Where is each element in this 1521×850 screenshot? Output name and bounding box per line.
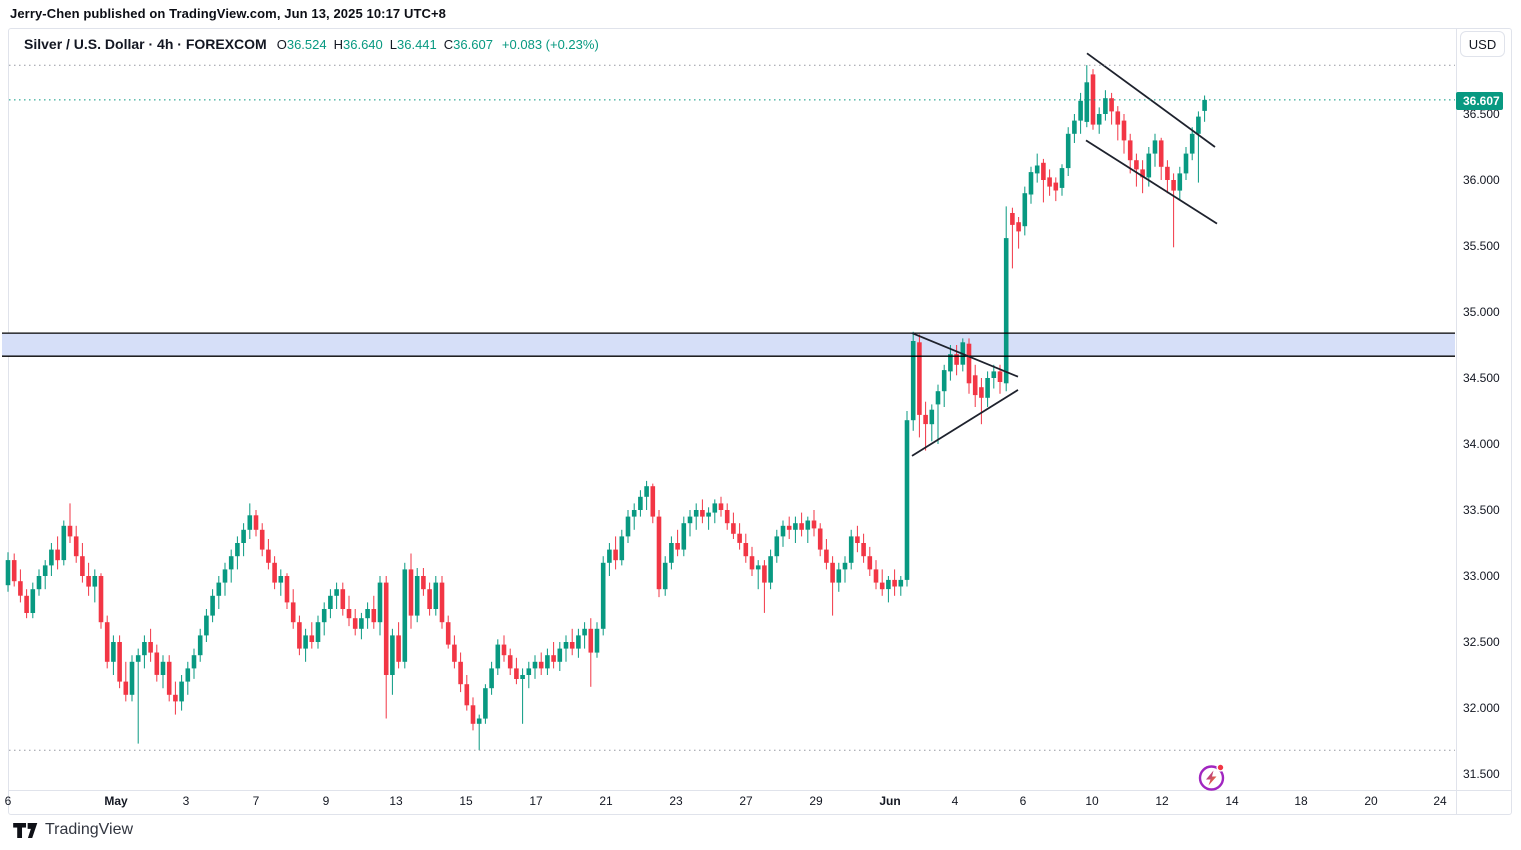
tradingview-logo[interactable]: TradingView: [13, 821, 133, 839]
ohlc-readout: O36.524 H36.640 L36.441 C36.607: [277, 37, 500, 52]
time-tick-12: 12: [1155, 794, 1169, 808]
lightning-marker-icon[interactable]: [1195, 761, 1229, 794]
time-tick-14: 14: [1225, 794, 1239, 808]
high-value: 36.640: [343, 37, 383, 52]
tradingview-logo-icon: [13, 822, 38, 838]
time-tick-18: 18: [1294, 794, 1308, 808]
price-tick-33.000: 33.000: [1463, 569, 1500, 583]
symbol-title: Silver / U.S. Dollar · 4h · FOREXCOM: [24, 36, 267, 52]
time-tick-9: 9: [322, 794, 330, 808]
time-tick-10: 10: [1085, 794, 1099, 808]
price-tick-35.500: 35.500: [1463, 239, 1500, 253]
trendline-channel-upper[interactable]: [1086, 52, 1216, 148]
price-tick-35.000: 35.000: [1463, 305, 1500, 319]
time-tick-Jun: Jun: [879, 794, 901, 808]
close-label: C: [443, 37, 454, 52]
time-tick-27: 27: [739, 794, 753, 808]
time-tick-7: 7: [252, 794, 260, 808]
high-label: H: [333, 37, 343, 52]
time-tick-6: 6: [1019, 794, 1027, 808]
low-value: 36.441: [397, 37, 437, 52]
trendline-pennant-upper[interactable]: [911, 332, 1019, 378]
trendline-channel-lower[interactable]: [1085, 139, 1218, 225]
supply-zone[interactable]: [2, 333, 1455, 357]
time-tick-23: 23: [669, 794, 683, 808]
tradingview-logo-text: TradingView: [45, 821, 134, 838]
chart-frame: [8, 28, 1512, 815]
trendline-pennant-lower[interactable]: [911, 389, 1019, 457]
time-tick-20: 20: [1364, 794, 1378, 808]
price-tick-36.500: 36.500: [1463, 107, 1500, 121]
change-readout: +0.083 (+0.23%): [501, 37, 599, 52]
price-tick-36.000: 36.000: [1463, 173, 1500, 187]
time-tick-13: 13: [389, 794, 403, 808]
current-price-badge: 36.607: [1456, 92, 1503, 110]
low-label: L: [389, 37, 397, 52]
price-tick-33.500: 33.500: [1463, 503, 1500, 517]
price-tick-34.500: 34.500: [1463, 371, 1500, 385]
time-tick-24: 24: [1433, 794, 1447, 808]
time-tick-3: 3: [182, 794, 190, 808]
price-axis-separator: [1456, 29, 1457, 815]
close-value: 36.607: [453, 37, 493, 52]
publisher-line: Jerry-Chen published on TradingView.com,…: [10, 6, 447, 21]
open-value: 36.524: [286, 37, 327, 52]
time-tick-4: 4: [951, 794, 959, 808]
time-tick-6: 6: [4, 794, 12, 808]
price-tick-34.000: 34.000: [1463, 437, 1500, 451]
price-tick-32.000: 32.000: [1463, 701, 1500, 715]
time-tick-17: 17: [529, 794, 543, 808]
time-tick-15: 15: [459, 794, 473, 808]
open-label: O: [276, 37, 287, 52]
time-tick-29: 29: [809, 794, 823, 808]
price-tick-31.500: 31.500: [1463, 767, 1500, 781]
currency-toggle-button[interactable]: USD: [1460, 31, 1505, 57]
time-tick-21: 21: [599, 794, 613, 808]
price-tick-32.500: 32.500: [1463, 635, 1500, 649]
time-axis-separator: [9, 790, 1512, 791]
time-tick-May: May: [104, 794, 128, 808]
chart-title-row: Silver / U.S. Dollar · 4h · FOREXCOM O36.…: [24, 36, 599, 52]
